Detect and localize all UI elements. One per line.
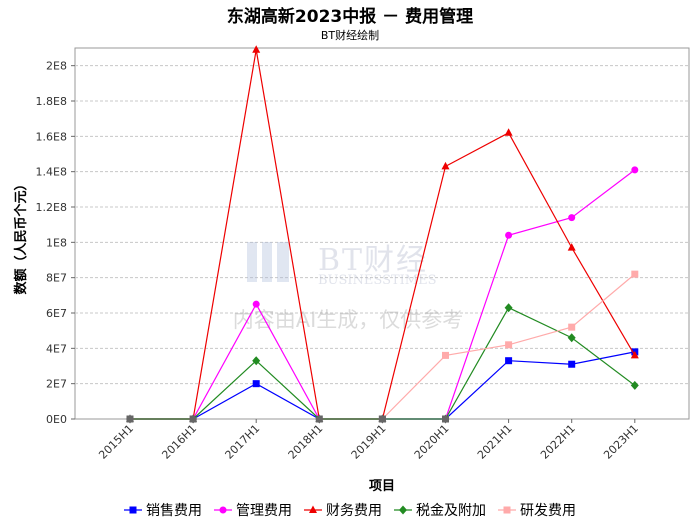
y-tick-label: 4E7	[46, 342, 67, 355]
data-point	[442, 351, 449, 359]
data-point	[504, 128, 513, 136]
legend-item: 管理费用	[214, 500, 292, 520]
legend: 销售费用 管理费用 财务费用 税金及附加 研发费用	[0, 500, 700, 520]
x-tick-label: 2017H1	[223, 422, 263, 462]
y-tick-label: 1.2E8	[36, 201, 67, 214]
data-point	[567, 333, 576, 343]
y-tick-label: 2E7	[46, 378, 67, 391]
y-tick-label: 8E7	[46, 272, 67, 285]
data-point	[568, 323, 576, 331]
watermark-brand: BT财经	[318, 243, 428, 278]
data-point	[630, 350, 639, 359]
legend-label: 研发费用	[520, 503, 576, 519]
legend-swatch	[304, 505, 322, 513]
chart-subtitle: BT财经绘制	[320, 29, 380, 42]
y-tick-label: 0E0	[46, 413, 67, 426]
x-tick-label: 2016H1	[159, 422, 199, 462]
watermark-logo-icon	[247, 242, 289, 282]
y-tick-label: 2E8	[46, 60, 67, 73]
data-point	[504, 303, 513, 313]
watermark: BT财经 BUSINESSTIMES 内容由AI生成，仅供参考	[233, 242, 464, 332]
legend-swatch	[498, 506, 516, 514]
data-point	[252, 45, 261, 53]
plot-area	[74, 47, 690, 420]
x-tick-label: 2015H1	[96, 422, 136, 462]
x-axis-label: 项目	[369, 479, 395, 494]
legend-swatch	[124, 506, 142, 514]
series-group	[126, 45, 639, 424]
x-tick-label: 2022H1	[538, 422, 578, 462]
legend-swatch	[214, 506, 232, 514]
data-point	[631, 270, 639, 278]
legend-swatch-marker	[219, 506, 227, 514]
data-point	[441, 414, 450, 424]
data-point	[378, 415, 386, 423]
legend-label: 税金及附加	[416, 503, 486, 519]
legend-label: 销售费用	[146, 503, 202, 519]
x-tick-label: 2019H1	[349, 422, 389, 462]
legend-item: 销售费用	[124, 500, 202, 520]
legend-label: 管理费用	[236, 503, 292, 519]
data-point	[568, 360, 576, 368]
x-axis: 2015H1 2016H1 2017H1 2018H1 2019H1 2020H1 2021…	[96, 419, 641, 462]
legend-label: 财务费用	[326, 503, 382, 519]
y-axis-label: 数额（人民币个元）	[13, 177, 29, 294]
data-point	[252, 380, 260, 388]
legend-swatch-marker	[129, 506, 137, 514]
chart-title: 东湖高新2023中报 － 费用管理	[226, 7, 474, 27]
y-tick-label: 1.8E8	[36, 95, 67, 108]
watermark-notice: 内容由AI生成，仅供参考	[233, 308, 464, 332]
y-tick-label: 6E7	[46, 307, 67, 320]
data-point	[252, 356, 261, 366]
series-5	[378, 270, 639, 423]
data-point	[252, 300, 260, 308]
data-point	[505, 231, 513, 239]
data-point	[505, 341, 513, 349]
legend-swatch-marker	[399, 505, 407, 515]
data-point	[568, 214, 576, 222]
y-tick-label: 1.4E8	[36, 166, 67, 179]
legend-swatch-marker	[503, 506, 511, 514]
y-axis: 0E0 2E7 4E7 6E7 8E7 1E8 1.2E8 1.4E8 1.6E8 1.8E8 2E…	[36, 60, 75, 426]
y-tick-label: 1.6E8	[36, 130, 67, 143]
x-tick-label: 2020H1	[412, 422, 452, 462]
legend-item: 税金及附加	[394, 500, 486, 520]
legend-item: 财务费用	[304, 500, 382, 520]
data-point	[505, 357, 513, 365]
x-tick-label: 2021H1	[475, 422, 515, 462]
watermark-brand-en: BUSINESSTIMES	[318, 273, 437, 288]
data-point	[631, 166, 639, 174]
data-point	[630, 380, 639, 390]
x-tick-label: 2023H1	[601, 422, 641, 462]
legend-item: 研发费用	[498, 500, 576, 520]
y-tick-label: 1E8	[46, 236, 67, 249]
legend-swatch-marker	[309, 505, 317, 513]
data-point	[315, 414, 324, 424]
data-point	[441, 161, 450, 170]
data-point	[126, 414, 134, 424]
x-tick-label: 2018H1	[286, 422, 326, 462]
legend-swatch	[394, 505, 412, 515]
data-point	[189, 414, 198, 424]
data-point	[567, 243, 576, 251]
